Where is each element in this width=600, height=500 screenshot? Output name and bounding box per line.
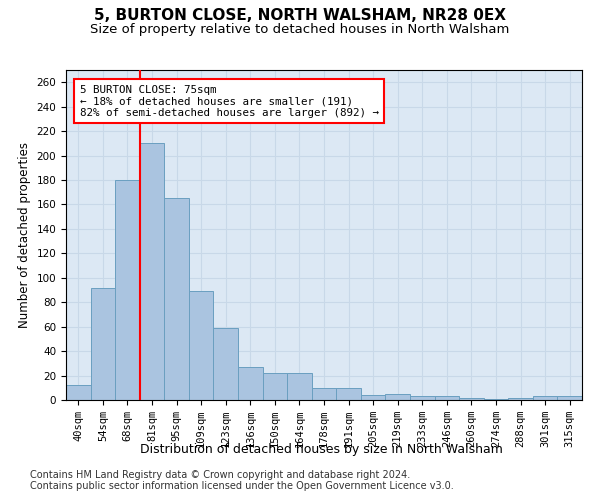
Bar <box>336 388 361 400</box>
Bar <box>91 288 115 400</box>
Bar <box>410 396 434 400</box>
Bar <box>508 398 533 400</box>
Text: 5, BURTON CLOSE, NORTH WALSHAM, NR28 0EX: 5, BURTON CLOSE, NORTH WALSHAM, NR28 0EX <box>94 8 506 22</box>
Bar <box>214 328 238 400</box>
Text: Size of property relative to detached houses in North Walsham: Size of property relative to detached ho… <box>91 22 509 36</box>
Bar <box>459 398 484 400</box>
Text: 5 BURTON CLOSE: 75sqm
← 18% of detached houses are smaller (191)
82% of semi-det: 5 BURTON CLOSE: 75sqm ← 18% of detached … <box>80 84 379 118</box>
Bar <box>434 396 459 400</box>
Bar <box>287 373 312 400</box>
Bar <box>361 395 385 400</box>
Bar <box>189 291 214 400</box>
Text: Contains public sector information licensed under the Open Government Licence v3: Contains public sector information licen… <box>30 481 454 491</box>
Bar <box>140 144 164 400</box>
Bar <box>115 180 140 400</box>
Bar <box>238 367 263 400</box>
Bar <box>164 198 189 400</box>
Bar <box>66 386 91 400</box>
Y-axis label: Number of detached properties: Number of detached properties <box>18 142 31 328</box>
Bar <box>263 373 287 400</box>
Text: Contains HM Land Registry data © Crown copyright and database right 2024.: Contains HM Land Registry data © Crown c… <box>30 470 410 480</box>
Bar <box>557 396 582 400</box>
Bar <box>312 388 336 400</box>
Bar <box>484 399 508 400</box>
Bar <box>533 396 557 400</box>
Bar <box>385 394 410 400</box>
Text: Distribution of detached houses by size in North Walsham: Distribution of detached houses by size … <box>140 442 502 456</box>
